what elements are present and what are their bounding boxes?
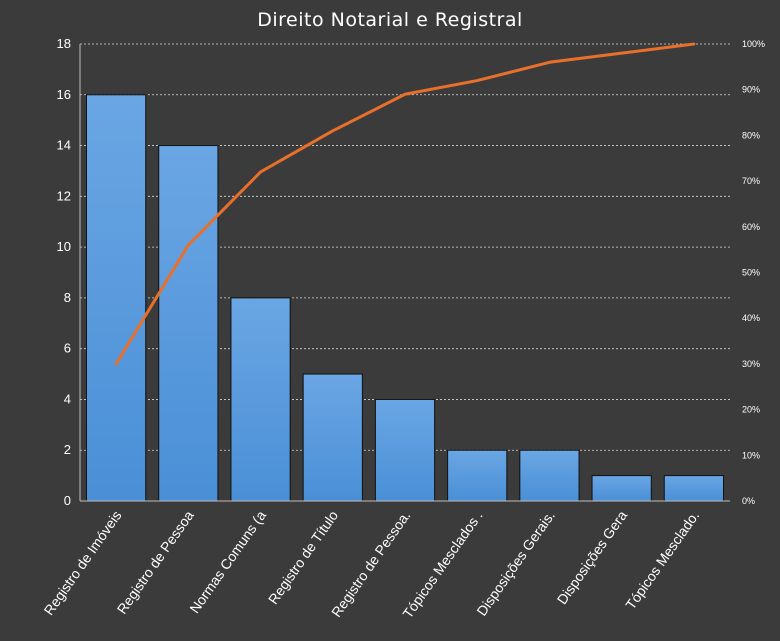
y2-tick-label: 80%: [742, 130, 760, 140]
x-tick-label: Registro de Pessoa: [114, 507, 197, 616]
y2-tick-label: 10%: [742, 450, 760, 460]
x-tick-label: Registro de Imóveis: [40, 508, 124, 619]
x-tick-label: Disposições Gera: [554, 507, 631, 607]
y2-tick-label: 70%: [742, 176, 760, 186]
axes: [79, 44, 730, 502]
bar-3: [230, 297, 291, 502]
x-tick-label: Registro de Pessoa.: [328, 508, 413, 620]
bar-6: [447, 449, 508, 502]
x-tick-label: Registro de Título: [265, 507, 341, 607]
x-tick-label: Tópicos Mesclado.: [622, 508, 702, 613]
y-tick-label: 18: [57, 36, 71, 51]
y2-tick-label: 40%: [742, 313, 760, 323]
y2-tick-label: 20%: [742, 405, 760, 415]
bar-5: [374, 398, 436, 502]
y-tick-label: 6: [64, 341, 71, 356]
chart-title: Direito Notarial e Registral: [257, 9, 523, 31]
bar-7: [519, 449, 580, 502]
bar-9: [663, 475, 724, 502]
y-tick-label: 2: [64, 442, 71, 457]
y-tick-label: 4: [64, 391, 71, 406]
cumulative-line-layer: [114, 42, 696, 366]
secondary-y-axis-ticks: 0% 10% 20% 30% 40% 50% 60% 70% 80% 90% 100%: [742, 39, 765, 506]
bars: [86, 94, 724, 502]
y-tick-label: 10: [57, 239, 71, 254]
y-tick-label: 12: [57, 188, 71, 203]
x-tick-label: Normas Comuns (a: [186, 507, 269, 616]
y-tick-label: 16: [57, 87, 71, 102]
bar-2: [158, 145, 219, 502]
x-tick-label: Tópicos Mesclados .: [399, 508, 485, 622]
y2-tick-label: 90%: [742, 85, 760, 95]
bar-1: [86, 94, 147, 502]
y2-tick-label: 60%: [742, 222, 760, 232]
y2-tick-label: 0%: [742, 496, 755, 506]
y-tick-label: 0: [64, 493, 71, 508]
cumulative-line: [114, 42, 696, 366]
y2-tick-label: 100%: [742, 39, 765, 49]
y2-tick-label: 30%: [742, 359, 760, 369]
y2-tick-label: 50%: [742, 268, 760, 278]
y-axis-ticks: 0 2 4 6 8 10 12 14 16 18: [57, 36, 71, 508]
x-tick-label: Disposições Gerais.: [473, 508, 558, 619]
y-tick-label: 14: [57, 138, 71, 153]
bar-4: [302, 373, 363, 502]
y-tick-label: 8: [64, 290, 71, 305]
bar-8: [591, 475, 652, 502]
